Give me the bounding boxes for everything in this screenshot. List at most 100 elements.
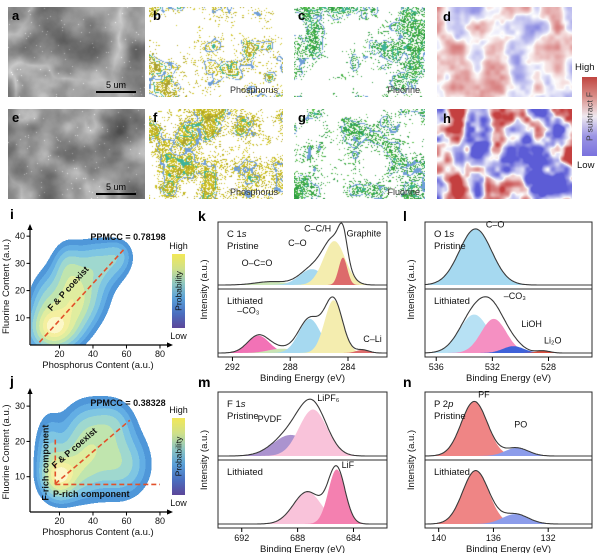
- xps-subpanel-frame: [424, 459, 593, 529]
- xps-peak: [218, 257, 387, 285]
- x-tick-label: 140: [431, 533, 446, 543]
- peak-label: LiOH: [521, 319, 542, 329]
- peak-label: Li₂O: [544, 335, 562, 345]
- xps-peak: [218, 491, 387, 524]
- core-level-title: P 2p: [434, 399, 453, 410]
- xps-subpanel-frame: [217, 459, 388, 529]
- xps-envelope: [424, 400, 592, 457]
- colorbar-title: Probability: [174, 436, 184, 476]
- scale-bar: 5 um: [96, 79, 136, 93]
- panel-label-k: k: [198, 208, 206, 224]
- series-name: Pristine: [434, 411, 466, 422]
- panel-c-fluorine-map: c Fluorine: [294, 7, 425, 97]
- peak-label: LiPF₆: [317, 393, 340, 403]
- y-tick-label: 20: [15, 286, 25, 296]
- colorbar-title: Probability: [174, 270, 184, 310]
- p-subtract-f-colorbar: [582, 77, 597, 156]
- peak-label: PO: [514, 419, 527, 429]
- colorbar-high-label: High: [169, 405, 188, 415]
- ppmcc-annotation: PPMCC = 0.78198: [90, 232, 165, 242]
- peak-label: –CO₃: [237, 305, 260, 315]
- peak-label: C–O: [486, 219, 505, 229]
- peak-label: Graphite: [347, 229, 382, 239]
- series-name: Lithiated: [434, 467, 470, 478]
- density-plot-i: [31, 228, 165, 345]
- x-tick-label: 80: [155, 349, 165, 359]
- x-axis-title: Binding Energy (eV): [466, 544, 551, 553]
- x-axis-title: Binding Energy (eV): [466, 373, 551, 384]
- y-axis-title: Fluorine Content (a.u.): [1, 404, 12, 499]
- xps-peak: [218, 469, 387, 524]
- series-name: Lithiated: [227, 467, 263, 478]
- xps-peak: [218, 348, 387, 353]
- x-tick-label: 60: [121, 349, 131, 359]
- ppmcc-annotation: PPMCC = 0.38328: [90, 398, 165, 408]
- panel-h-subtract-map: h: [437, 109, 572, 199]
- x-tick-label: 532: [485, 362, 500, 372]
- xps-envelope: [218, 222, 387, 286]
- peak-label: C–Li: [363, 334, 382, 344]
- panel-label-i: i: [10, 206, 14, 222]
- series-name: Pristine: [227, 411, 259, 422]
- x-tick-label: 40: [88, 516, 98, 526]
- p-subtract-f-image: [437, 7, 572, 97]
- xps-envelope: [424, 228, 592, 286]
- plot-annotation: P-rich component: [53, 489, 130, 499]
- y-tick-label: 30: [15, 258, 25, 268]
- x-axis-title: Binding Energy (eV): [260, 544, 345, 553]
- guide-line: [54, 419, 131, 485]
- xps-peak: [218, 409, 387, 456]
- scale-bar-line: [96, 192, 136, 195]
- scale-bar-text: 5 um: [105, 79, 126, 90]
- sem-image-pristine: [8, 7, 145, 97]
- scale-bar-text: 5 um: [105, 181, 126, 192]
- x-tick-label: 536: [429, 362, 444, 372]
- xps-peak: [218, 335, 387, 353]
- scale-bar: 5 um: [96, 181, 136, 195]
- panel-b-phosphorus-map: b Phosphorus: [149, 7, 283, 97]
- xps-envelope: [424, 296, 592, 354]
- series-name: Pristine: [434, 241, 466, 252]
- peak-label: PF: [478, 389, 490, 399]
- x-tick-label: 688: [290, 533, 305, 543]
- p-subtract-f-image: [437, 109, 572, 199]
- xps-peak: [425, 514, 592, 524]
- x-tick-label: 684: [346, 533, 361, 543]
- panel-label-l: l: [403, 208, 407, 224]
- core-level-title: O 1s: [434, 229, 454, 240]
- y-axis-title: Intensity (a.u.): [199, 259, 210, 319]
- xps-envelope: [218, 296, 387, 354]
- y-axis-title: Intensity (a.u.): [406, 430, 417, 490]
- panel-label-j: j: [10, 373, 14, 389]
- guide-line: [38, 247, 126, 343]
- phosphorus-map-image: [149, 7, 283, 97]
- element-tag: Fluorine: [387, 187, 420, 197]
- panel-label-b: b: [153, 8, 161, 23]
- fluorine-map-image: [294, 109, 425, 199]
- element-tag: Fluorine: [387, 85, 420, 95]
- y-axis-title: Intensity (a.u.): [406, 259, 417, 319]
- xps-peak: [218, 349, 387, 353]
- series-name: Pristine: [227, 241, 259, 252]
- y-tick-label: 20: [15, 436, 25, 446]
- xps-subpanel-frame: [217, 288, 388, 358]
- element-tag: Phosphorus: [229, 187, 278, 197]
- panel-label-n: n: [403, 374, 412, 390]
- xps-peak: [218, 269, 387, 285]
- x-tick-label: 20: [54, 516, 64, 526]
- y-tick-label: 40: [15, 231, 25, 241]
- xps-peak: [425, 228, 592, 285]
- phosphorus-map-image: [149, 109, 283, 199]
- panel-label-g: g: [298, 110, 306, 125]
- x-axis-title: Phosphorus Content (a.u.): [42, 360, 153, 371]
- x-tick-label: 80: [155, 516, 165, 526]
- xps-peak: [425, 318, 592, 353]
- panel-label-d: d: [443, 9, 451, 24]
- xps-peak: [425, 314, 592, 353]
- peak-label: O–C=O: [242, 258, 273, 268]
- density-plot-j: [31, 392, 165, 512]
- core-level-title: F 1s: [227, 399, 246, 410]
- xps-envelope: [218, 398, 387, 457]
